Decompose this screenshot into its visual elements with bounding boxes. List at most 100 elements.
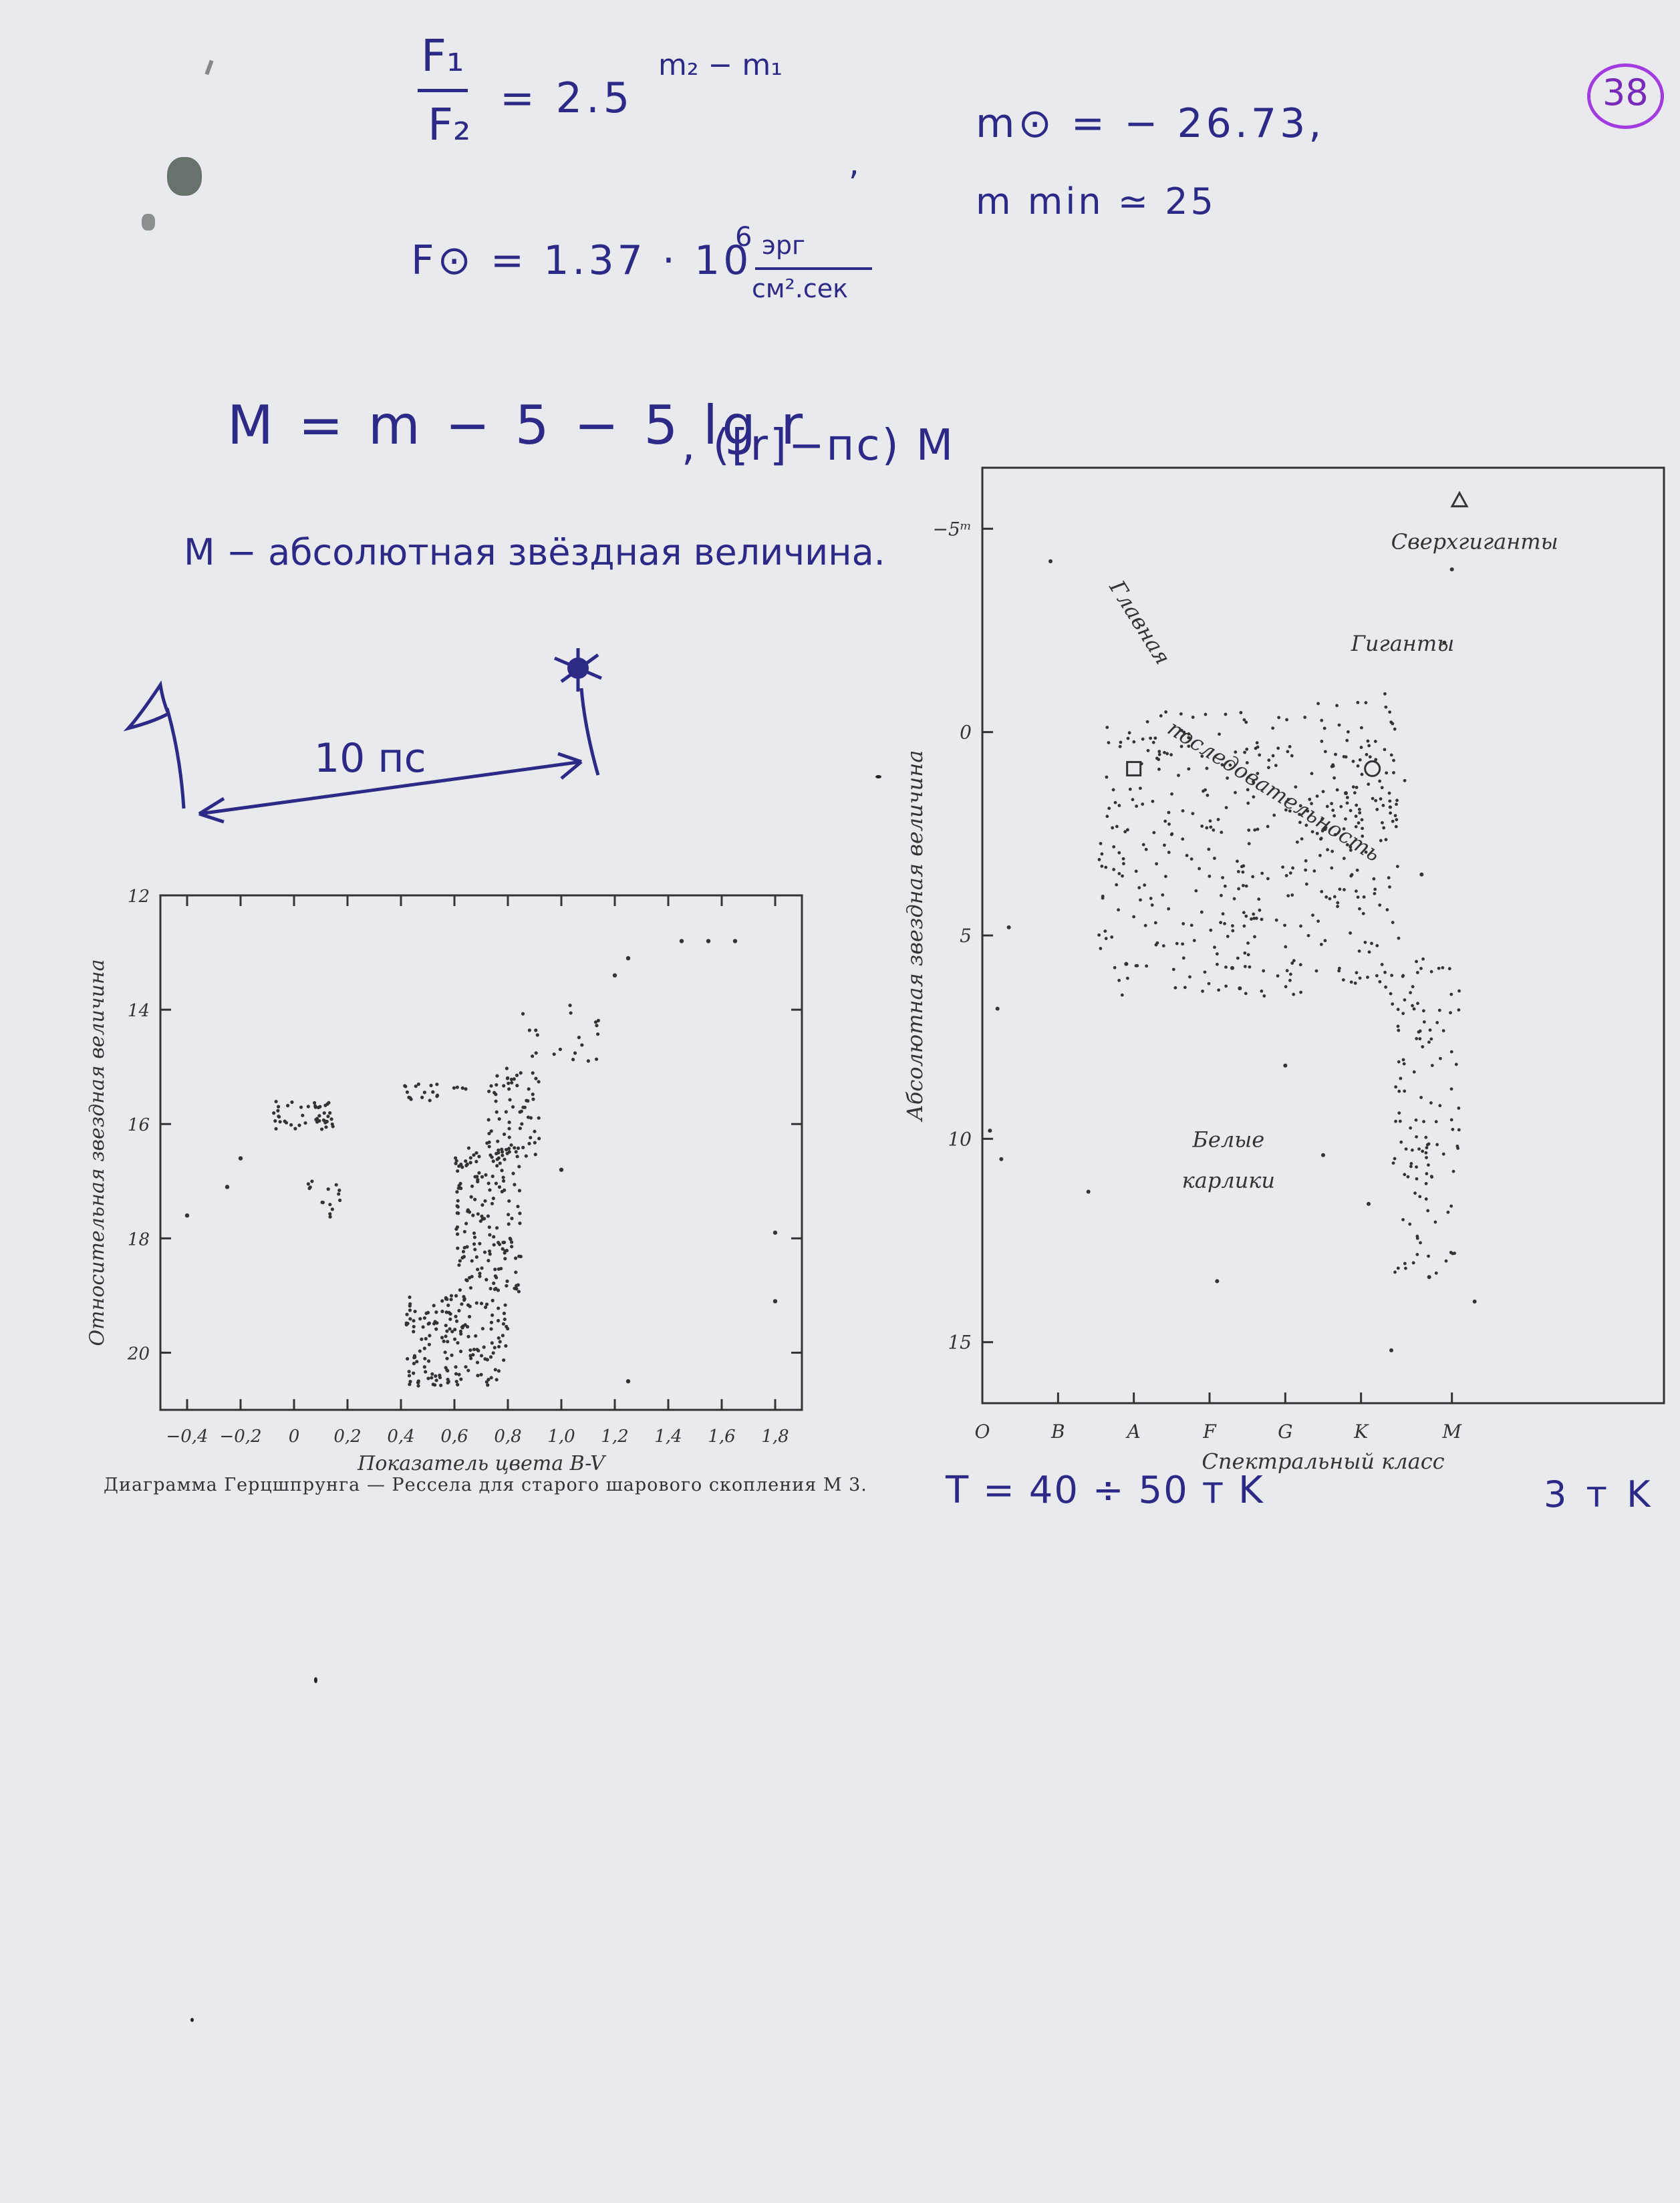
data-point — [462, 1255, 466, 1259]
data-point — [1343, 888, 1346, 891]
data-point — [448, 1317, 452, 1321]
data-point — [1183, 986, 1187, 990]
data-point — [273, 1119, 277, 1123]
data-point — [1424, 1151, 1428, 1155]
data-point — [1187, 767, 1191, 771]
data-point — [1457, 1008, 1461, 1012]
data-point — [1337, 969, 1341, 973]
data-point — [531, 1092, 535, 1096]
data-point — [492, 1281, 496, 1286]
data-point — [1146, 748, 1150, 752]
data-point — [466, 1334, 470, 1338]
data-point — [501, 1175, 505, 1179]
y-tick-label: 14 — [128, 1001, 150, 1021]
data-point — [457, 1308, 461, 1313]
data-point — [486, 1258, 491, 1263]
data-point — [1288, 978, 1292, 982]
data-point — [1378, 980, 1382, 984]
data-point — [484, 1173, 488, 1177]
data-point — [1276, 974, 1280, 978]
data-point — [1349, 848, 1353, 852]
data-point — [1105, 815, 1109, 819]
data-point — [1419, 1096, 1423, 1099]
data-point — [1385, 771, 1389, 775]
data-point — [1438, 1104, 1442, 1108]
data-point — [1262, 994, 1266, 998]
data-point — [458, 1181, 462, 1185]
data-point — [492, 1235, 496, 1239]
data-point — [476, 1212, 480, 1216]
data-point — [1417, 1030, 1421, 1034]
data-point — [1243, 951, 1247, 955]
data-point — [409, 1097, 413, 1101]
data-point — [497, 1185, 502, 1189]
data-point — [476, 1374, 480, 1378]
data-point — [462, 1298, 466, 1302]
data-point — [1286, 894, 1290, 898]
data-point — [1409, 991, 1412, 995]
data-point — [625, 1379, 631, 1384]
data-point — [1253, 828, 1257, 832]
data-point — [1284, 985, 1288, 989]
data-point — [507, 1147, 511, 1151]
x-tick-label: B — [1051, 1421, 1065, 1443]
data-point — [495, 1110, 499, 1114]
data-point — [1221, 912, 1225, 916]
data-point — [1119, 740, 1123, 744]
data-point — [612, 973, 617, 978]
data-point — [449, 1298, 453, 1302]
data-point — [1382, 826, 1386, 830]
data-point — [1401, 1058, 1405, 1062]
data-point — [1457, 1107, 1461, 1110]
data-point — [1361, 834, 1365, 838]
data-point — [1335, 704, 1339, 708]
data-point — [679, 939, 684, 943]
data-point — [1396, 1024, 1400, 1028]
data-point — [460, 1086, 464, 1090]
data-point — [1392, 771, 1395, 774]
data-point — [468, 1304, 472, 1308]
data-point — [773, 1299, 778, 1304]
data-point — [1131, 798, 1135, 802]
x-tick-label: A — [1125, 1421, 1141, 1443]
data-point — [497, 1369, 501, 1373]
data-point — [497, 1344, 501, 1349]
data-point — [625, 956, 631, 961]
page-number-badge — [1587, 63, 1664, 129]
data-point — [492, 1243, 496, 1247]
data-point — [1323, 939, 1327, 943]
data-point — [518, 1221, 522, 1225]
data-point — [1241, 870, 1245, 874]
data-point — [1374, 758, 1378, 762]
data-point — [500, 1189, 504, 1193]
data-point — [455, 1211, 459, 1215]
data-point — [1101, 896, 1105, 900]
data-point — [1167, 851, 1171, 855]
data-point — [1187, 736, 1191, 740]
data-point — [1455, 1145, 1459, 1148]
data-point — [580, 1043, 584, 1047]
data-point — [1333, 776, 1336, 780]
data-point — [491, 1196, 495, 1201]
data-point — [1252, 912, 1256, 916]
data-point — [424, 1370, 428, 1374]
data-point — [493, 1346, 497, 1350]
x-tick-label: 1,0 — [547, 1427, 575, 1447]
data-point — [1315, 831, 1319, 835]
sun-magnitude: m⊙ = − 26.73, — [976, 100, 1325, 147]
data-point — [1441, 1152, 1445, 1156]
data-point — [1277, 716, 1281, 720]
data-point — [1276, 746, 1280, 750]
ratio-denominator: F₂ — [428, 99, 471, 150]
data-point — [515, 1284, 519, 1288]
data-point — [1353, 982, 1357, 985]
data-point — [502, 1132, 507, 1137]
x-tick-label: 1,4 — [654, 1427, 682, 1447]
data-point — [1396, 1008, 1400, 1012]
data-point — [1429, 1037, 1433, 1041]
data-point — [1194, 889, 1198, 893]
x-axis-label: Спектральный класс — [1202, 1449, 1444, 1474]
data-point — [482, 1345, 486, 1349]
x-tick-label: 0,4 — [387, 1427, 414, 1447]
data-point — [515, 1073, 519, 1077]
